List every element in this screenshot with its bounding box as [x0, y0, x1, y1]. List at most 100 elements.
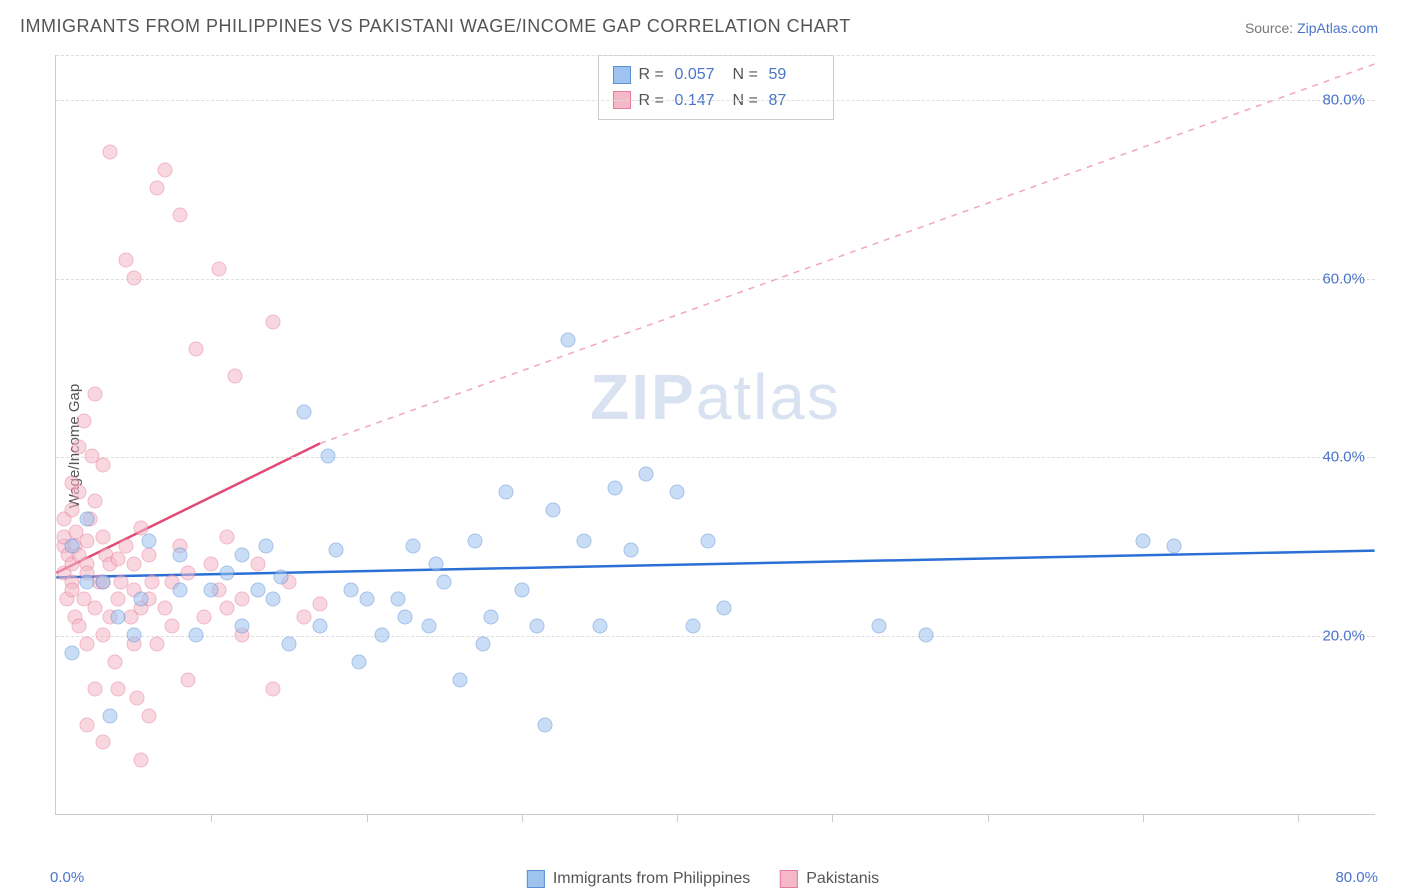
data-point-pakistanis: [64, 503, 79, 518]
data-point-pakistanis: [134, 753, 149, 768]
data-point-philippines: [476, 637, 491, 652]
data-point-pakistanis: [266, 681, 281, 696]
data-point-philippines: [561, 333, 576, 348]
data-point-philippines: [872, 619, 887, 634]
gridline-h: [56, 457, 1375, 458]
data-point-pakistanis: [142, 708, 157, 723]
legend-label: Immigrants from Philippines: [553, 870, 750, 888]
gridline-h: [56, 636, 1375, 637]
data-point-philippines: [918, 628, 933, 643]
data-point-philippines: [390, 592, 405, 607]
data-point-philippines: [64, 646, 79, 661]
data-point-philippines: [608, 480, 623, 495]
stat-r-value: 0.057: [675, 62, 725, 88]
data-point-philippines: [95, 574, 110, 589]
legend-swatch: [780, 870, 798, 888]
gridline-h: [56, 279, 1375, 280]
data-point-pakistanis: [95, 628, 110, 643]
source-prefix: Source:: [1245, 20, 1297, 36]
data-point-pakistanis: [118, 538, 133, 553]
data-point-pakistanis: [87, 386, 102, 401]
watermark: ZIPatlas: [590, 360, 841, 434]
data-point-pakistanis: [266, 315, 281, 330]
data-point-pakistanis: [227, 368, 242, 383]
source-attribution: Source: ZipAtlas.com: [1245, 20, 1378, 36]
data-point-philippines: [545, 503, 560, 518]
data-point-philippines: [514, 583, 529, 598]
chart-title: IMMIGRANTS FROM PHILIPPINES VS PAKISTANI…: [20, 16, 851, 37]
data-point-pakistanis: [250, 556, 265, 571]
x-tick: [1143, 814, 1144, 822]
data-point-philippines: [406, 538, 421, 553]
data-point-philippines: [80, 511, 95, 526]
data-point-pakistanis: [87, 494, 102, 509]
data-point-philippines: [499, 485, 514, 500]
data-point-philippines: [344, 583, 359, 598]
y-tick-label: 80.0%: [1322, 91, 1365, 108]
data-point-pakistanis: [196, 610, 211, 625]
data-point-pakistanis: [80, 637, 95, 652]
legend-swatch: [527, 870, 545, 888]
legend-label: Pakistanis: [806, 870, 879, 888]
data-point-pakistanis: [149, 181, 164, 196]
watermark-bold: ZIP: [590, 361, 696, 433]
data-point-pakistanis: [80, 717, 95, 732]
data-point-pakistanis: [72, 619, 87, 634]
x-tick: [988, 814, 989, 822]
y-tick-label: 20.0%: [1322, 628, 1365, 645]
y-tick-label: 60.0%: [1322, 270, 1365, 287]
data-point-pakistanis: [80, 534, 95, 549]
x-tick: [1298, 814, 1299, 822]
data-point-pakistanis: [212, 261, 227, 276]
data-point-pakistanis: [118, 252, 133, 267]
x-tick: [677, 814, 678, 822]
data-point-philippines: [173, 547, 188, 562]
stats-row-philippines: R =0.057N =59: [613, 62, 819, 88]
data-point-philippines: [359, 592, 374, 607]
series-legend: Immigrants from Philippines Pakistanis: [517, 870, 889, 888]
x-axis-min-label: 0.0%: [50, 869, 84, 886]
data-point-pakistanis: [72, 485, 87, 500]
x-tick: [211, 814, 212, 822]
data-point-philippines: [188, 628, 203, 643]
data-point-philippines: [375, 628, 390, 643]
stat-n-value: 59: [769, 62, 819, 88]
data-point-pakistanis: [181, 565, 196, 580]
data-point-pakistanis: [165, 619, 180, 634]
gridline-h: [56, 100, 1375, 101]
stats-legend: R =0.057N =59R =0.147N =87: [598, 55, 834, 120]
x-axis-max-label: 80.0%: [1335, 869, 1378, 886]
data-point-philippines: [281, 637, 296, 652]
trend-line: [320, 64, 1375, 443]
data-point-pakistanis: [173, 207, 188, 222]
data-point-philippines: [80, 574, 95, 589]
data-point-philippines: [274, 570, 289, 585]
data-point-philippines: [452, 672, 467, 687]
x-tick: [832, 814, 833, 822]
data-point-pakistanis: [149, 637, 164, 652]
data-point-philippines: [111, 610, 126, 625]
gridline-h: [56, 55, 1375, 56]
data-point-pakistanis: [95, 458, 110, 473]
data-point-philippines: [235, 547, 250, 562]
data-point-pakistanis: [157, 163, 172, 178]
data-point-philippines: [639, 467, 654, 482]
data-point-philippines: [266, 592, 281, 607]
data-point-philippines: [328, 543, 343, 558]
data-point-philippines: [429, 556, 444, 571]
source-link[interactable]: ZipAtlas.com: [1297, 20, 1378, 36]
data-point-pakistanis: [111, 681, 126, 696]
data-point-philippines: [134, 592, 149, 607]
data-point-philippines: [421, 619, 436, 634]
data-point-philippines: [173, 583, 188, 598]
data-point-pakistanis: [76, 413, 91, 428]
data-point-philippines: [126, 628, 141, 643]
legend-item-philippines: Immigrants from Philippines: [527, 870, 750, 888]
data-point-philippines: [1167, 538, 1182, 553]
data-point-philippines: [398, 610, 413, 625]
x-tick: [522, 814, 523, 822]
data-point-philippines: [320, 449, 335, 464]
data-point-pakistanis: [129, 690, 144, 705]
data-point-pakistanis: [188, 342, 203, 357]
data-point-pakistanis: [142, 547, 157, 562]
